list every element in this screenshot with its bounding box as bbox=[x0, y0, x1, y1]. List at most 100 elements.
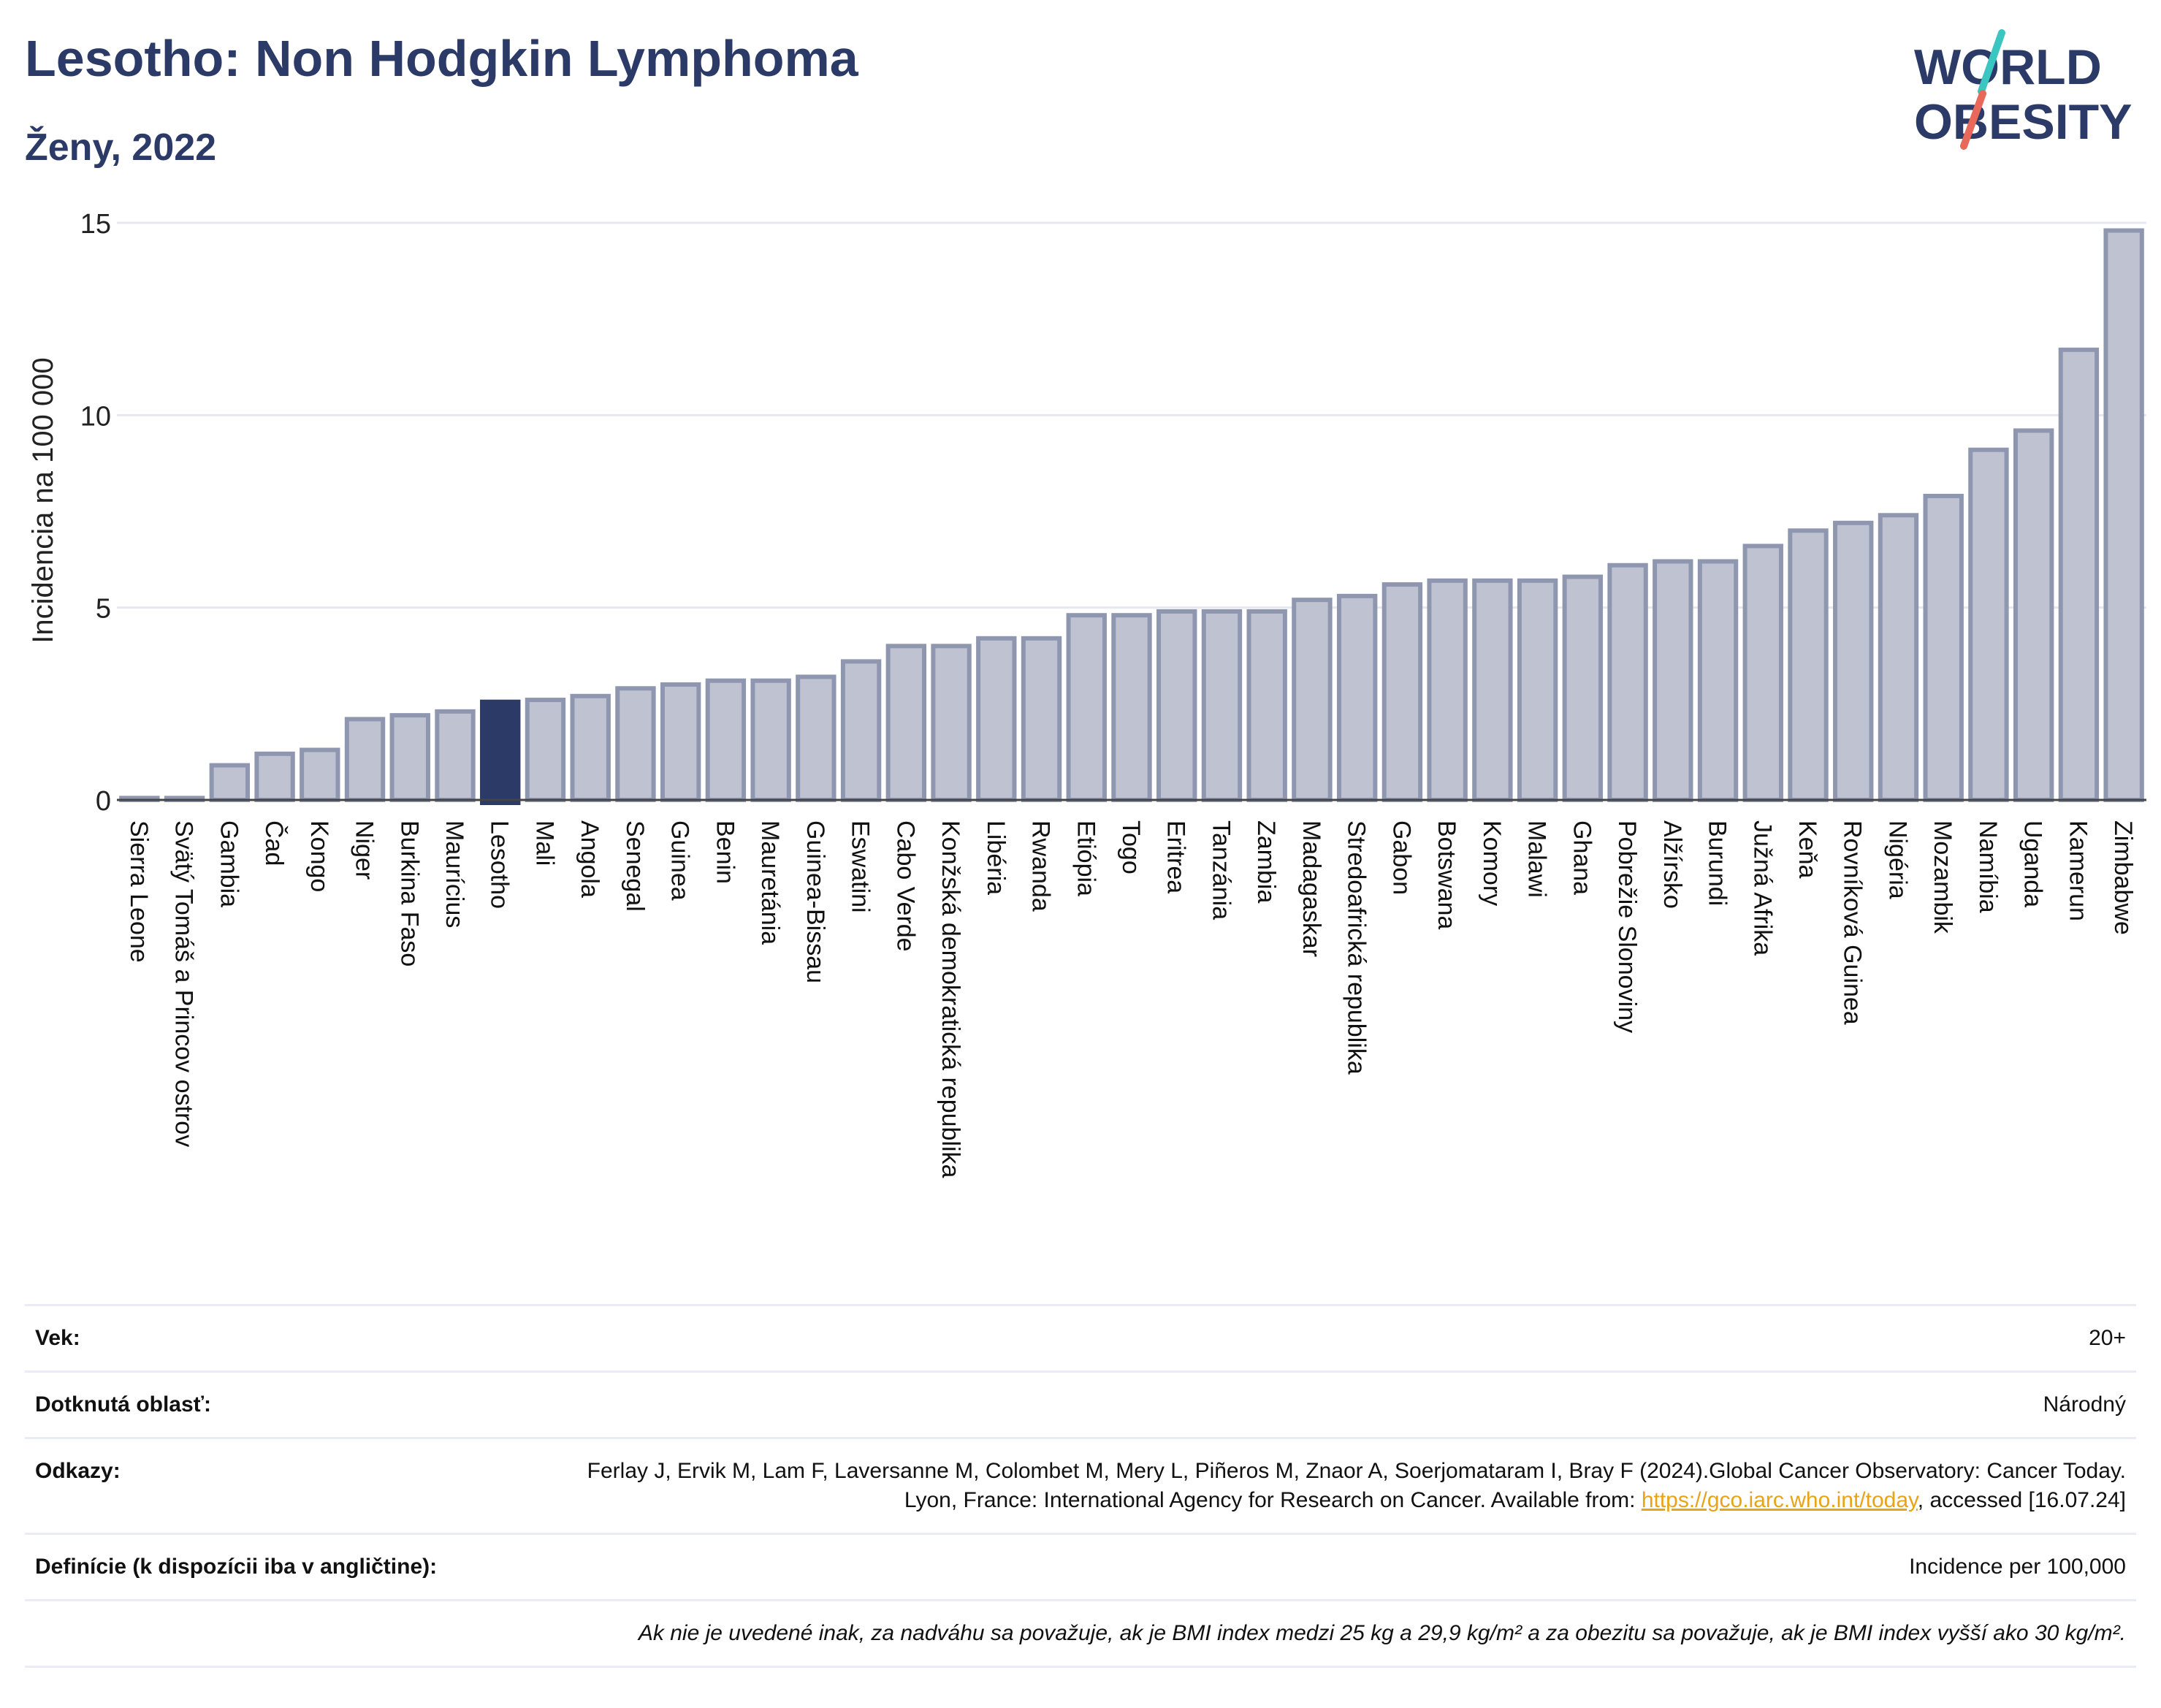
definitions-value: Incidence per 100,000 bbox=[1909, 1555, 2126, 1579]
x-tick-label: Etiópia bbox=[1072, 820, 1099, 896]
page-title: Lesotho: Non Hodgkin Lymphoma bbox=[25, 30, 858, 87]
bar bbox=[480, 699, 521, 806]
x-tick-label: Stredoafrická republika bbox=[1343, 820, 1371, 1075]
bar bbox=[1156, 609, 1197, 803]
bar bbox=[1472, 578, 1513, 802]
bar bbox=[525, 698, 566, 802]
references-value: Ferlay J, Ervik M, Lam F, Laversanne M, … bbox=[555, 1457, 2126, 1515]
x-tick-label: Niger bbox=[351, 820, 378, 880]
x-tick-label: Libéria bbox=[982, 820, 1010, 895]
x-tick-label: Guinea-Bissau bbox=[801, 820, 829, 983]
logo-text-obesity: OBESITY bbox=[1914, 94, 2133, 150]
logo-slash-coral bbox=[1960, 90, 1986, 150]
x-tick-label: Rwanda bbox=[1027, 820, 1055, 912]
x-tick-label: Lesotho bbox=[486, 820, 514, 909]
page-subtitle: Ženy, 2022 bbox=[25, 126, 217, 169]
x-tick-label: Uganda bbox=[2019, 820, 2047, 907]
x-tick-label: Sierra Leone bbox=[125, 820, 153, 963]
bar bbox=[750, 678, 791, 802]
bar bbox=[1968, 447, 2009, 802]
x-tick-label: Gambia bbox=[215, 820, 243, 907]
x-tick-label: Namíbia bbox=[1974, 820, 2002, 913]
x-tick-label: Pobrežie Slonoviny bbox=[1613, 820, 1641, 1033]
x-tick-label: Južná Afrika bbox=[1748, 820, 1776, 956]
bar bbox=[796, 674, 836, 803]
bar bbox=[2013, 428, 2054, 802]
x-tick-label: Madagaskar bbox=[1297, 820, 1325, 957]
x-tick-label: Mozambik bbox=[1929, 820, 1956, 934]
x-tick-label: Eritrea bbox=[1162, 820, 1190, 893]
x-tick-label: Čad bbox=[260, 820, 288, 866]
x-tick-label: Komory bbox=[1478, 820, 1506, 906]
y-axis-label: Incidencia na 100 000 bbox=[27, 357, 59, 643]
bars bbox=[119, 228, 2144, 806]
x-tick-label: Guinea bbox=[666, 820, 694, 901]
bar bbox=[435, 709, 476, 802]
x-tick-label: Cabo Verde bbox=[891, 820, 919, 952]
bar bbox=[1066, 613, 1107, 803]
x-tick-label: Benin bbox=[711, 820, 739, 884]
x-tick-label: Nigéria bbox=[1883, 820, 1911, 899]
bar bbox=[1292, 598, 1333, 803]
x-tick-label: Angola bbox=[576, 820, 603, 898]
bar bbox=[2058, 347, 2100, 803]
meta-row-references: Odkazy: Ferlay J, Ervik M, Lam F, Lavers… bbox=[25, 1437, 2136, 1533]
bar bbox=[1201, 609, 1243, 803]
y-tick-label: 15 bbox=[80, 209, 111, 240]
bar bbox=[1381, 582, 1423, 802]
y-tick-label: 5 bbox=[96, 594, 111, 625]
bar bbox=[1562, 574, 1604, 802]
y-axis-ticks: 0 5 10 15 bbox=[80, 209, 111, 817]
metadata-table: Vek: 20+ Dotknutá oblasť: Národný Odkazy… bbox=[25, 1304, 2136, 1668]
bar bbox=[570, 693, 611, 802]
bar bbox=[344, 717, 386, 803]
x-tick-label: Eswatini bbox=[847, 820, 874, 913]
age-label: Vek: bbox=[35, 1326, 80, 1350]
bar bbox=[976, 636, 1017, 802]
bar bbox=[389, 713, 430, 803]
bar bbox=[1742, 544, 1783, 802]
x-tick-label: Konžská demokratická republika bbox=[937, 820, 964, 1178]
x-tick-label: Kamerun bbox=[2064, 820, 2092, 921]
references-link[interactable]: https://gco.iarc.who.int/today bbox=[1641, 1488, 1918, 1512]
bar bbox=[1697, 559, 1739, 802]
bar bbox=[1021, 636, 1062, 802]
bar bbox=[1336, 593, 1378, 802]
meta-row-note: Ak nie je uvedené inak, za nadváhu sa po… bbox=[25, 1599, 2136, 1668]
bar bbox=[300, 747, 340, 802]
x-axis-labels: Sierra Leone Svätý Tomáš a Princov ostrov… bbox=[125, 820, 2137, 1178]
x-tick-label: Ghana bbox=[1568, 820, 1596, 895]
world-obesity-logo: WORLD OBESITY bbox=[1914, 29, 2133, 150]
meta-row-age: Vek: 20+ bbox=[25, 1304, 2136, 1370]
x-tick-label: Maurícius bbox=[441, 820, 468, 928]
x-tick-label: Gabon bbox=[1387, 820, 1415, 895]
definitions-label: Definície (k dispozícii iba v angličtine… bbox=[35, 1555, 438, 1579]
bar bbox=[660, 682, 701, 802]
x-tick-label: Svätý Tomáš a Princov ostrov bbox=[170, 820, 198, 1147]
references-text: Ferlay J, Ervik M, Lam F, Laversanne M, … bbox=[587, 1459, 2126, 1512]
y-tick-label: 0 bbox=[96, 786, 111, 817]
bar bbox=[1653, 559, 1693, 802]
x-tick-label: Togo bbox=[1117, 820, 1145, 874]
x-tick-label: Botswana bbox=[1433, 820, 1460, 929]
x-tick-label: Zambia bbox=[1252, 820, 1280, 903]
x-tick-label: Kongo bbox=[305, 820, 333, 892]
bar bbox=[2103, 228, 2144, 803]
x-tick-label: Senegal bbox=[621, 820, 649, 912]
x-tick-label: Rovníková Guinea bbox=[1839, 820, 1867, 1025]
bar bbox=[209, 763, 251, 802]
bar bbox=[931, 644, 972, 802]
bar bbox=[1427, 578, 1468, 802]
bar bbox=[1246, 609, 1287, 803]
references-label: Odkazy: bbox=[35, 1459, 121, 1483]
x-tick-label: Mali bbox=[530, 820, 558, 866]
x-tick-label: Keňa bbox=[1794, 820, 1821, 878]
bar bbox=[1788, 528, 1829, 802]
bar bbox=[1607, 563, 1648, 802]
bar bbox=[254, 751, 295, 802]
bar-chart: 0 5 10 15 Incidencia na 100 000 Sierra Leon… bbox=[27, 209, 2146, 1178]
meta-row-definitions: Definície (k dispozícii iba v angličtine… bbox=[25, 1533, 2136, 1599]
logo-slash-teal bbox=[1978, 29, 2005, 95]
x-tick-label: Zimbabwe bbox=[2109, 820, 2137, 935]
bar bbox=[840, 659, 882, 803]
